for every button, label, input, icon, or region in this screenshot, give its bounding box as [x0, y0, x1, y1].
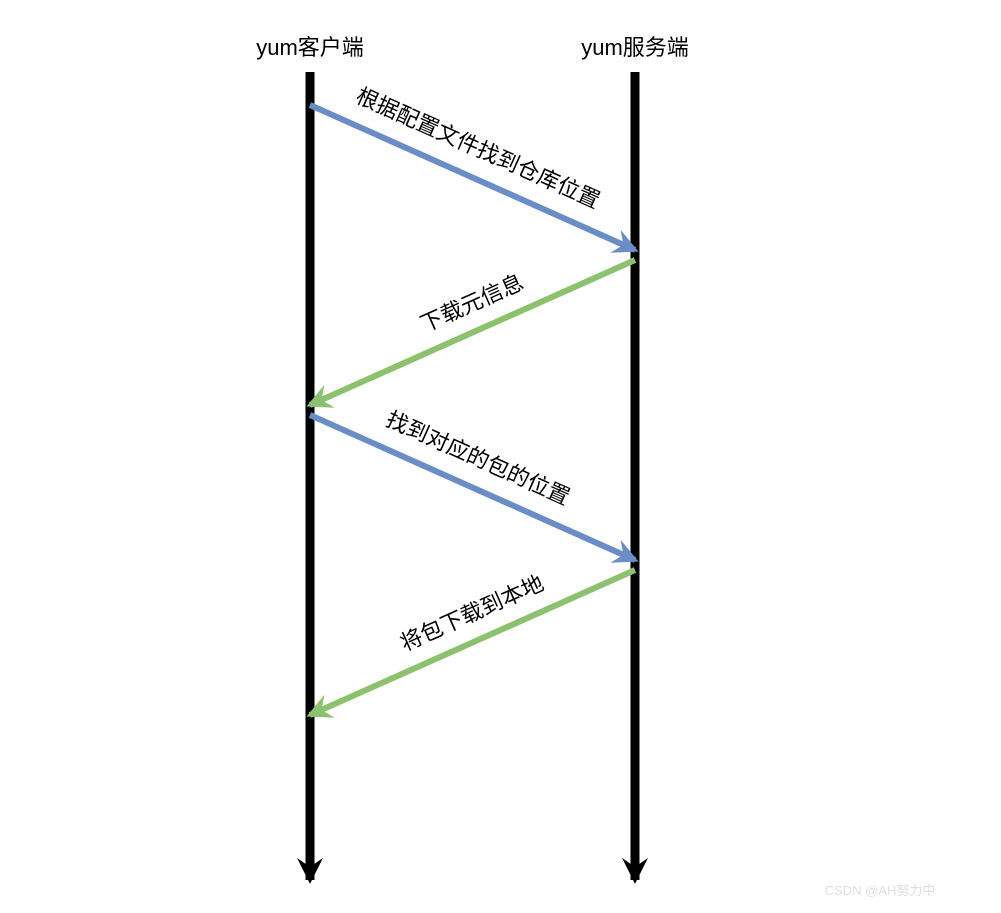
message-arrow-1	[310, 260, 635, 405]
sequence-diagram: yum客户端yum服务端根据配置文件找到仓库位置下载元信息找到对应的包的位置将包…	[0, 0, 1001, 908]
message-arrow-2	[310, 415, 635, 560]
message-label-1: 下载元信息	[417, 269, 528, 337]
lifeline-label-client: yum客户端	[256, 35, 364, 60]
message-label-0: 根据配置文件找到仓库位置	[352, 83, 603, 213]
watermark: CSDN @AH努力中	[825, 883, 936, 898]
message-arrow-3	[310, 570, 635, 715]
lifeline-label-server: yum服务端	[581, 35, 689, 60]
message-arrow-0	[310, 105, 635, 250]
